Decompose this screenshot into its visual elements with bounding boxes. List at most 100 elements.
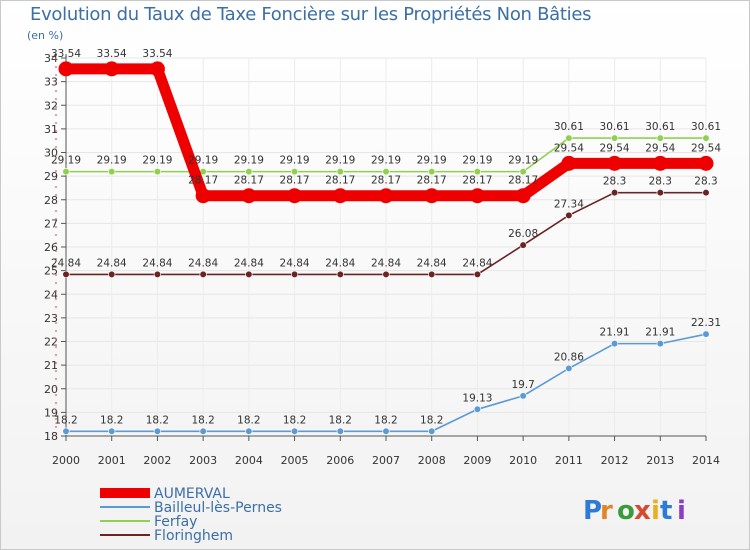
data-label: 30.61 (600, 121, 630, 133)
data-label: 21.91 (645, 327, 675, 339)
logo-letter: o (617, 496, 635, 526)
y-tick-label: 28 (44, 194, 58, 207)
data-point (336, 168, 344, 176)
data-label: 18.2 (100, 414, 123, 426)
data-label: 24.84 (280, 257, 310, 269)
x-tick-label: 2008 (418, 454, 446, 467)
data-label: 18.2 (329, 414, 352, 426)
data-point (58, 61, 74, 77)
data-point (610, 189, 619, 197)
data-point (428, 168, 436, 176)
data-label: 28.3 (603, 176, 626, 188)
data-point (519, 392, 527, 400)
data-point (108, 168, 116, 176)
data-label: 28.3 (649, 176, 672, 188)
data-label: 24.84 (97, 257, 127, 269)
data-label: 18.2 (420, 414, 443, 426)
data-label: 29.19 (51, 155, 81, 167)
data-label: 29.19 (325, 155, 355, 167)
data-point (62, 427, 70, 435)
data-point (473, 168, 482, 176)
data-label: 24.84 (51, 257, 81, 269)
data-label: 24.84 (234, 257, 264, 269)
data-label: 24.84 (325, 257, 355, 269)
data-point (610, 340, 619, 348)
data-label: 29.19 (417, 155, 447, 167)
legend-label: Bailleul-lès-Pernes (154, 500, 282, 516)
data-label: 29.19 (97, 155, 127, 167)
y-tick-label: 33 (44, 76, 58, 89)
data-point (607, 155, 623, 171)
data-label: 29.19 (371, 155, 401, 167)
data-point (519, 241, 527, 249)
logo-letter: r (600, 496, 613, 526)
data-point (149, 61, 165, 77)
data-point (469, 188, 485, 204)
data-point (565, 211, 573, 219)
data-label: 30.61 (554, 121, 584, 133)
data-point (290, 427, 299, 435)
data-point (519, 168, 527, 176)
data-point (473, 270, 482, 279)
data-point (108, 427, 116, 435)
data-point (382, 168, 390, 176)
data-point (382, 427, 390, 435)
data-label: 33.54 (97, 48, 127, 60)
legend: AUMERVALBailleul-lès-PernesFerfayFloring… (100, 486, 282, 544)
data-label: 29.19 (188, 155, 218, 167)
data-point (241, 188, 257, 204)
data-point (199, 270, 207, 279)
data-label: 29.19 (280, 155, 310, 167)
x-tick-label: 2006 (326, 454, 354, 467)
data-point (108, 270, 116, 279)
series-lines (58, 61, 714, 435)
data-label: 18.2 (54, 414, 77, 426)
data-point (656, 189, 664, 197)
y-tick-label: 25 (44, 265, 58, 278)
logo-letter: P (583, 496, 602, 526)
data-label: 19.13 (462, 392, 492, 404)
data-label: 28.17 (325, 175, 355, 187)
data-label: 27.34 (554, 198, 584, 210)
data-label: 33.54 (51, 48, 81, 60)
y-tick-label: 21 (44, 359, 58, 372)
unit-label: (en %) (27, 29, 64, 42)
data-point (290, 168, 299, 176)
data-label: 33.54 (142, 48, 172, 60)
x-tick-label: 2000 (52, 454, 80, 467)
data-label: 29.54 (554, 142, 584, 154)
x-tick-label: 2007 (372, 454, 400, 467)
y-tick-label: 22 (44, 336, 58, 349)
data-label: 28.17 (234, 175, 264, 187)
data-label: 18.2 (146, 414, 169, 426)
data-label: 29.19 (462, 155, 492, 167)
data-label: 24.84 (188, 257, 218, 269)
data-point (336, 270, 344, 279)
y-tick-label: 34 (44, 52, 58, 65)
x-tick-label: 2010 (509, 454, 537, 467)
data-label: 28.17 (508, 175, 538, 187)
data-point (428, 427, 436, 435)
y-tick-label: 19 (44, 406, 58, 419)
data-point (104, 61, 120, 77)
data-label: 29.54 (645, 142, 675, 154)
data-label: 29.19 (234, 155, 264, 167)
data-point (565, 134, 573, 142)
data-point (245, 168, 253, 176)
data-point (336, 427, 344, 435)
logo-letter: x (634, 496, 651, 526)
x-tick-label: 2011 (555, 454, 583, 467)
data-label: 21.91 (600, 327, 630, 339)
y-tick-label: 23 (44, 312, 58, 325)
data-point (515, 188, 531, 204)
y-tick-label: 20 (44, 383, 58, 396)
data-point (702, 330, 710, 338)
data-label: 24.84 (417, 257, 447, 269)
logo-letter: t (660, 496, 672, 526)
y-tick-label: 24 (44, 288, 58, 301)
data-point (195, 188, 211, 204)
y-tick-label: 29 (44, 170, 58, 183)
data-point (153, 168, 162, 176)
data-point (656, 340, 664, 348)
